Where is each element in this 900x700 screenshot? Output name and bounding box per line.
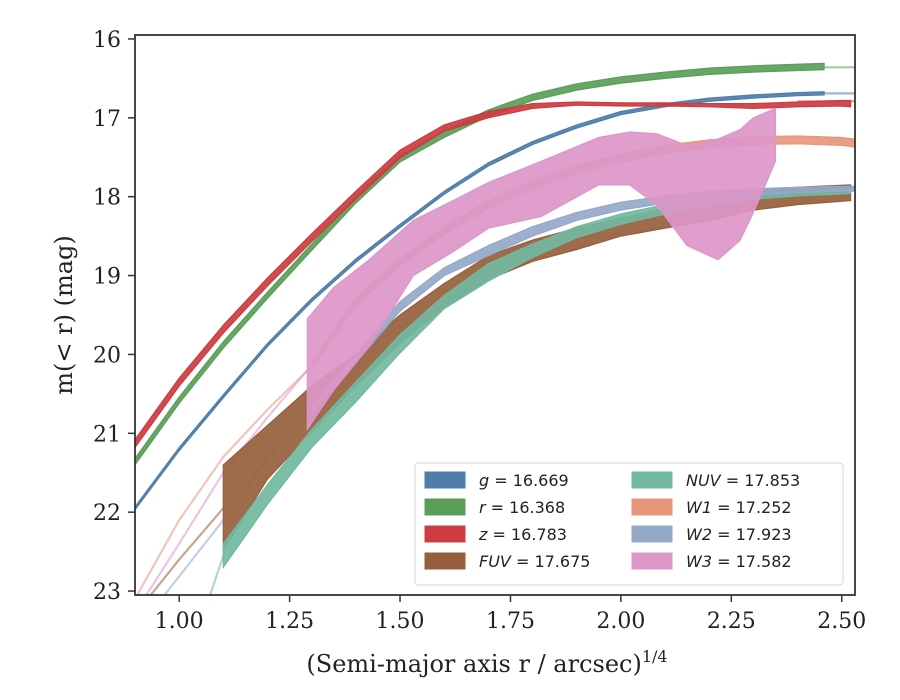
band-w3 bbox=[306, 107, 777, 432]
legend-label-w2: W2 = 17.923 bbox=[686, 525, 792, 544]
legend-label-w3: W3 = 17.582 bbox=[686, 552, 792, 571]
x-tick-label: 2.25 bbox=[707, 609, 756, 634]
legend-label-w1: W1 = 17.252 bbox=[686, 498, 792, 517]
legend-swatch-r bbox=[424, 498, 466, 516]
y-tick-label: 19 bbox=[93, 265, 121, 290]
plot-frame bbox=[134, 34, 856, 596]
series-bands bbox=[135, 62, 855, 570]
y-tick-label: 23 bbox=[93, 580, 121, 605]
x-tick-label: 1.25 bbox=[265, 609, 314, 634]
x-axis: 1.00 1.25 1.50 1.75 2.00 2.25 2.50 bbox=[155, 595, 866, 634]
legend-box bbox=[414, 462, 844, 586]
x-tick-label: 1.00 bbox=[155, 609, 204, 634]
legend-swatch-w1 bbox=[631, 498, 673, 516]
y-tick-label: 22 bbox=[93, 501, 121, 526]
y-axis-label: m(< r) (mag) bbox=[50, 235, 78, 394]
x-tick-label: 2.50 bbox=[817, 609, 866, 634]
y-tick-label: 17 bbox=[93, 107, 121, 132]
legend-swatch-g bbox=[424, 471, 466, 489]
legend-swatch-z bbox=[424, 525, 466, 543]
band-w2 bbox=[311, 185, 855, 416]
legend-swatch-w2 bbox=[631, 525, 673, 543]
band-g bbox=[135, 91, 825, 511]
extension-line-nuv bbox=[209, 555, 225, 595]
legend-swatch-fuv bbox=[424, 552, 466, 570]
legend-swatch-nuv bbox=[631, 471, 673, 489]
y-tick-label: 16 bbox=[93, 28, 121, 53]
extension-line-w1 bbox=[135, 365, 313, 595]
legend-label-z: z = 16.783 bbox=[478, 525, 567, 544]
band-z bbox=[135, 99, 852, 449]
y-tick-label: 20 bbox=[93, 343, 121, 368]
y-tick-label: 18 bbox=[93, 186, 121, 211]
y-tick-label: 21 bbox=[93, 422, 121, 447]
legend-label-r: r = 16.368 bbox=[479, 498, 565, 517]
y-axis: 16 17 18 19 20 21 22 23 bbox=[93, 28, 135, 605]
legend-label-fuv: FUV = 17.675 bbox=[479, 552, 590, 571]
legend-label-nuv: NUV = 17.853 bbox=[686, 471, 800, 490]
x-axis-label: (Semi-major axis r / arcsec)1/4 bbox=[306, 647, 667, 678]
band-nuv bbox=[222, 188, 852, 570]
legend-label-g: g = 16.669 bbox=[479, 471, 569, 490]
legend: g = 16.669 r = 16.368 z = 16.783 FUV = 17.6… bbox=[414, 462, 844, 586]
x-tick-label: 1.50 bbox=[376, 609, 425, 634]
extension-line-fuv bbox=[149, 507, 225, 595]
legend-swatch-w3 bbox=[631, 552, 673, 570]
x-tick-label: 1.75 bbox=[486, 609, 535, 634]
x-tick-label: 2.00 bbox=[596, 609, 645, 634]
